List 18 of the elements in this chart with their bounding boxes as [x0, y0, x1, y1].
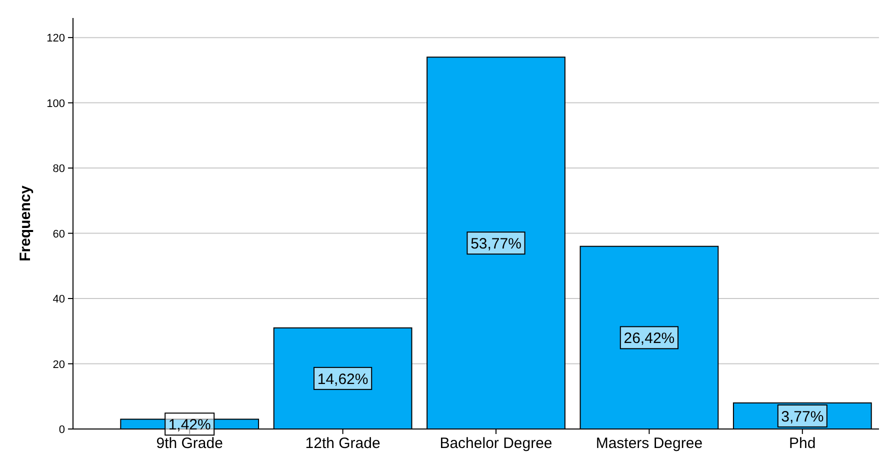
x-tick-label: Masters Degree	[596, 435, 703, 452]
x-tick-label: Phd	[789, 435, 816, 452]
annotation: 3,77%	[781, 408, 824, 426]
y-tick-label: 0	[58, 424, 65, 436]
y-tick-label: 120	[46, 32, 65, 45]
y-tick-label: 40	[52, 294, 65, 306]
y-axis-title: Frequency	[17, 184, 34, 262]
annotation: 53,77%	[470, 236, 522, 253]
y-tick-label: 80	[52, 163, 65, 176]
y-tick-label: 100	[46, 98, 65, 110]
x-tick-label: 12th Grade	[305, 435, 380, 452]
y-tick-label: 60	[52, 228, 65, 240]
y-tick-label: 20	[52, 358, 65, 371]
x-tick-label: Bachelor Degree	[440, 435, 552, 452]
annotation: 1,42%	[168, 416, 211, 434]
x-tick-label: 9th Grade	[156, 435, 223, 452]
annotation: 26,42%	[624, 330, 675, 348]
annotation: 14,62%	[317, 370, 368, 388]
